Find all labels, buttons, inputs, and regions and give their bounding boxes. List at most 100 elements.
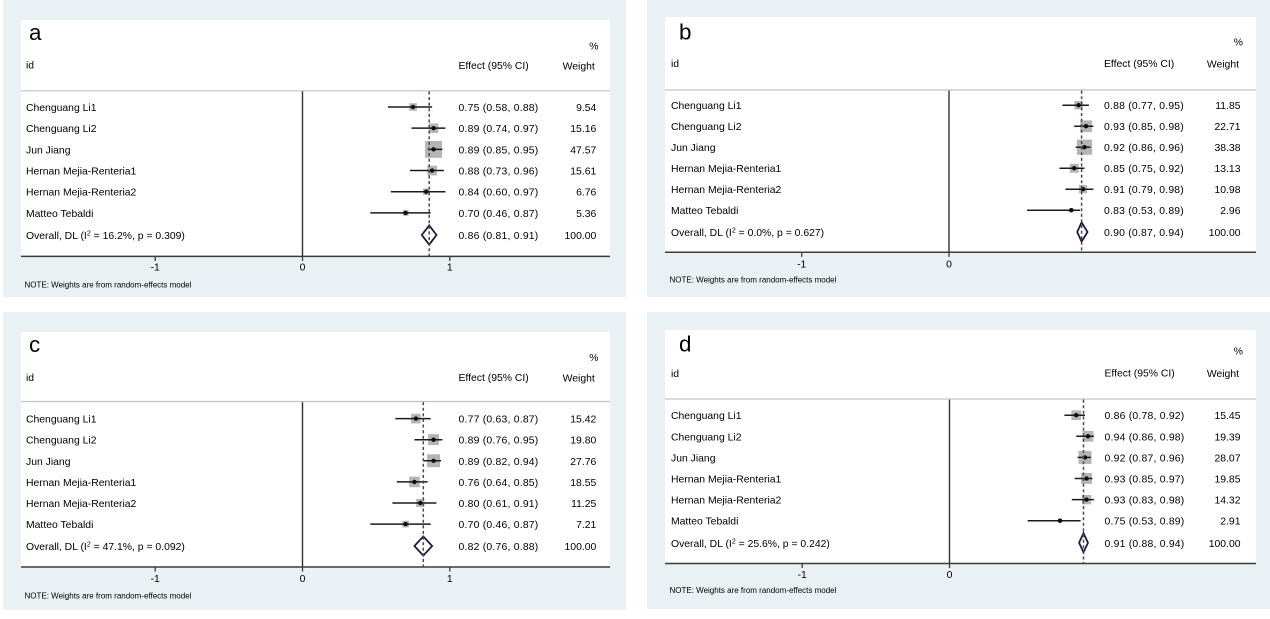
svg-text:0.89 (0.76, 0.95): 0.89 (0.76, 0.95) (459, 436, 539, 447)
svg-text:Chenguang Li2: Chenguang Li2 (26, 436, 97, 447)
svg-text:%: % (589, 353, 598, 364)
svg-text:0.93 (0.85, 0.98): 0.93 (0.85, 0.98) (1104, 122, 1184, 133)
svg-text:19.85: 19.85 (1214, 475, 1240, 486)
svg-text:0.85 (0.75, 0.92): 0.85 (0.75, 0.92) (1104, 164, 1184, 175)
svg-text:%: % (1234, 347, 1243, 358)
svg-text:c: c (29, 332, 40, 357)
svg-text:-1: -1 (797, 260, 806, 271)
svg-text:Weight: Weight (563, 374, 595, 385)
svg-text:0.84 (0.60, 0.97): 0.84 (0.60, 0.97) (459, 188, 539, 199)
svg-text:id: id (671, 59, 679, 70)
svg-text:Effect (95% CI): Effect (95% CI) (1104, 59, 1174, 70)
svg-text:%: % (1234, 38, 1243, 49)
svg-text:Jun Jiang: Jun Jiang (671, 453, 716, 464)
svg-text:27.76: 27.76 (570, 457, 596, 468)
svg-text:2.96: 2.96 (1220, 206, 1240, 217)
svg-text:0.94 (0.86, 0.98): 0.94 (0.86, 0.98) (1105, 432, 1185, 443)
svg-text:Chenguang Li2: Chenguang Li2 (671, 122, 742, 133)
svg-text:0.89 (0.74, 0.97): 0.89 (0.74, 0.97) (459, 124, 539, 135)
svg-text:2.91: 2.91 (1220, 517, 1240, 528)
svg-text:15.61: 15.61 (570, 167, 596, 178)
svg-text:Chenguang Li2: Chenguang Li2 (26, 124, 97, 135)
svg-text:7.21: 7.21 (576, 520, 596, 531)
svg-text:15.16: 15.16 (570, 124, 596, 135)
svg-text:Hernan Mejia-Renteria1: Hernan Mejia-Renteria1 (26, 478, 137, 489)
svg-text:Matteo Tebaldi: Matteo Tebaldi (671, 517, 738, 528)
svg-text:Jun Jiang: Jun Jiang (26, 457, 71, 468)
svg-text:0.80 (0.61, 0.91): 0.80 (0.61, 0.91) (459, 499, 539, 510)
svg-text:Overall, DL (I2 = 0.0%, p = 0.: Overall, DL (I2 = 0.0%, p = 0.627) (671, 228, 824, 240)
svg-text:-1: -1 (798, 570, 807, 581)
svg-text:Overall, DL (I2 = 16.2%, p = 0: Overall, DL (I2 = 16.2%, p = 0.309) (26, 231, 185, 243)
svg-text:0.89 (0.82, 0.94): 0.89 (0.82, 0.94) (459, 457, 539, 468)
svg-text:Hernan Mejia-Renteria1: Hernan Mejia-Renteria1 (26, 167, 137, 178)
svg-text:0: 0 (300, 263, 306, 274)
svg-text:11.25: 11.25 (571, 499, 596, 510)
svg-text:47.57: 47.57 (570, 145, 596, 156)
svg-text:0.88 (0.77, 0.95): 0.88 (0.77, 0.95) (1104, 101, 1184, 112)
svg-text:13.13: 13.13 (1214, 164, 1240, 175)
svg-text:100.00: 100.00 (1209, 228, 1241, 239)
svg-text:id: id (26, 61, 34, 72)
svg-text:0.86 (0.78, 0.92): 0.86 (0.78, 0.92) (1105, 411, 1185, 422)
svg-text:-1: -1 (151, 574, 160, 585)
svg-text:Weight: Weight (1207, 60, 1239, 71)
svg-text:Effect (95% CI): Effect (95% CI) (459, 373, 529, 384)
svg-text:0.92 (0.86, 0.96): 0.92 (0.86, 0.96) (1104, 143, 1184, 154)
svg-text:10.98: 10.98 (1214, 185, 1240, 196)
svg-text:Hernan Mejia-Renteria2: Hernan Mejia-Renteria2 (26, 499, 137, 510)
svg-text:Overall, DL (I2 = 25.6%, p = 0: Overall, DL (I2 = 25.6%, p = 0.242) (671, 538, 830, 550)
svg-text:100.00: 100.00 (565, 231, 597, 242)
svg-text:0.70 (0.46, 0.87): 0.70 (0.46, 0.87) (459, 209, 539, 220)
svg-text:0.92 (0.87, 0.96): 0.92 (0.87, 0.96) (1105, 453, 1185, 464)
svg-text:id: id (26, 373, 34, 384)
svg-text:0: 0 (947, 570, 953, 581)
svg-text:-1: -1 (151, 263, 160, 274)
svg-text:15.45: 15.45 (1214, 411, 1240, 422)
svg-text:0.91 (0.79, 0.98): 0.91 (0.79, 0.98) (1104, 185, 1184, 196)
svg-text:Effect (95% CI): Effect (95% CI) (1105, 369, 1175, 380)
svg-text:Jun Jiang: Jun Jiang (26, 145, 71, 156)
svg-text:0.88 (0.73, 0.96): 0.88 (0.73, 0.96) (459, 167, 539, 178)
svg-text:NOTE: Weights are from random-: NOTE: Weights are from random-effects mo… (670, 586, 837, 595)
svg-text:0.77 (0.63, 0.87): 0.77 (0.63, 0.87) (459, 415, 539, 426)
svg-text:0: 0 (946, 260, 952, 271)
svg-text:38.38: 38.38 (1214, 143, 1240, 154)
svg-text:d: d (679, 332, 691, 357)
svg-text:Chenguang Li1: Chenguang Li1 (671, 411, 742, 422)
svg-text:6.76: 6.76 (576, 188, 596, 199)
svg-text:0.86 (0.81, 0.91): 0.86 (0.81, 0.91) (459, 231, 539, 242)
svg-text:a: a (29, 20, 42, 45)
svg-text:Hernan Mejia-Renteria1: Hernan Mejia-Renteria1 (671, 475, 782, 486)
svg-text:NOTE: Weights are from random-: NOTE: Weights are from random-effects mo… (25, 591, 192, 600)
svg-text:Hernan Mejia-Renteria2: Hernan Mejia-Renteria2 (671, 185, 782, 196)
svg-text:Chenguang Li1: Chenguang Li1 (26, 415, 97, 426)
svg-text:15.42: 15.42 (570, 415, 596, 426)
svg-text:Chenguang Li2: Chenguang Li2 (671, 432, 742, 443)
svg-text:Weight: Weight (563, 62, 595, 73)
svg-text:b: b (679, 20, 691, 45)
svg-text:0.93 (0.83, 0.98): 0.93 (0.83, 0.98) (1105, 496, 1185, 507)
svg-text:100.00: 100.00 (1209, 539, 1241, 550)
svg-text:Hernan Mejia-Renteria1: Hernan Mejia-Renteria1 (671, 164, 782, 175)
svg-text:0.75 (0.58, 0.88): 0.75 (0.58, 0.88) (459, 103, 539, 114)
svg-text:0.76 (0.64, 0.85): 0.76 (0.64, 0.85) (459, 478, 539, 489)
svg-text:0.91 (0.88, 0.94): 0.91 (0.88, 0.94) (1105, 539, 1185, 550)
svg-text:0.93 (0.85, 0.97): 0.93 (0.85, 0.97) (1105, 475, 1185, 486)
svg-text:id: id (671, 369, 679, 380)
svg-text:0.90 (0.87, 0.94): 0.90 (0.87, 0.94) (1104, 228, 1184, 239)
svg-text:Matteo Tebaldi: Matteo Tebaldi (26, 209, 93, 220)
svg-text:11.85: 11.85 (1215, 101, 1240, 112)
svg-text:14.32: 14.32 (1214, 496, 1240, 507)
svg-text:Hernan Mejia-Renteria2: Hernan Mejia-Renteria2 (671, 496, 782, 507)
svg-text:0.82 (0.76, 0.88): 0.82 (0.76, 0.88) (459, 542, 539, 553)
svg-text:Overall, DL (I2 = 47.1%, p = 0: Overall, DL (I2 = 47.1%, p = 0.092) (26, 542, 185, 554)
svg-text:0.70 (0.46, 0.87): 0.70 (0.46, 0.87) (459, 520, 539, 531)
svg-text:28.07: 28.07 (1214, 453, 1240, 464)
svg-text:Chenguang Li1: Chenguang Li1 (26, 103, 97, 114)
svg-text:Matteo Tebaldi: Matteo Tebaldi (26, 520, 93, 531)
svg-text:18.55: 18.55 (570, 478, 596, 489)
svg-text:0.83 (0.53, 0.89): 0.83 (0.53, 0.89) (1104, 206, 1184, 217)
svg-text:0.75 (0.53, 0.89): 0.75 (0.53, 0.89) (1105, 517, 1185, 528)
svg-text:Hernan Mejia-Renteria2: Hernan Mejia-Renteria2 (26, 188, 137, 199)
